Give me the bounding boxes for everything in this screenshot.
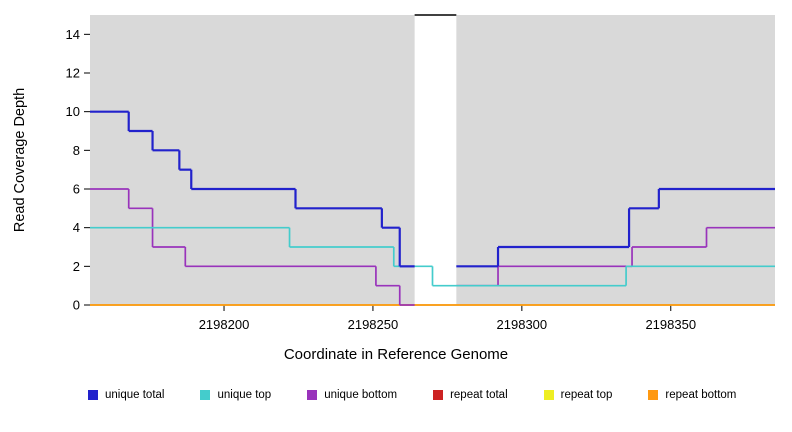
x-tick-label: 2198300 xyxy=(497,317,548,332)
y-tick-label: 2 xyxy=(73,259,80,274)
legend: unique total unique top unique bottom repea… xyxy=(88,389,792,401)
y-tick-label: 0 xyxy=(73,298,80,313)
legend-swatch xyxy=(88,390,98,400)
series-group xyxy=(90,110,775,306)
y-tick-label: 10 xyxy=(66,104,80,119)
legend-label: unique total xyxy=(105,389,165,401)
legend-item-unique-top: unique top xyxy=(200,389,271,401)
y-tick-label: 6 xyxy=(73,182,80,197)
legend-label: repeat total xyxy=(450,389,508,401)
plot-area-group xyxy=(90,15,775,305)
legend-item-repeat-top: repeat top xyxy=(543,389,613,401)
x-tick-label: 2198200 xyxy=(199,317,250,332)
y-tick-label: 14 xyxy=(66,27,80,42)
axes-group: 0 2 4 6 8 10 12 14 2198200 2198250 2198300 2198350 xyxy=(66,27,697,332)
series-unique-bottom xyxy=(90,188,775,306)
legend-item-unique-total: unique total xyxy=(88,389,164,401)
x-tick-label: 2198250 xyxy=(348,317,399,332)
legend-item-repeat-total: repeat total xyxy=(433,389,508,401)
legend-swatch xyxy=(543,390,554,400)
legend-swatch xyxy=(307,390,318,400)
legend-item-repeat-bottom: repeat bottom xyxy=(648,389,736,401)
legend-label: unique bottom xyxy=(324,389,398,401)
legend-label: repeat bottom xyxy=(665,389,737,401)
legend-label: unique top xyxy=(217,389,272,401)
coverage-gap-region xyxy=(414,15,457,305)
y-tick-label: 12 xyxy=(66,66,80,81)
legend-swatch xyxy=(648,390,659,400)
y-axis-title: Read Coverage Depth xyxy=(12,88,28,232)
legend-swatch xyxy=(433,390,444,400)
x-axis-title: Coordinate in Reference Genome xyxy=(283,346,509,363)
legend-item-unique-bottom: unique bottom xyxy=(307,389,397,401)
series-unique-total xyxy=(90,110,775,268)
legend-label: repeat top xyxy=(560,389,613,401)
y-tick-label: 4 xyxy=(73,220,80,235)
x-tick-label: 2198350 xyxy=(645,317,696,332)
y-tick-label: 8 xyxy=(73,143,80,158)
legend-swatch xyxy=(200,390,211,400)
